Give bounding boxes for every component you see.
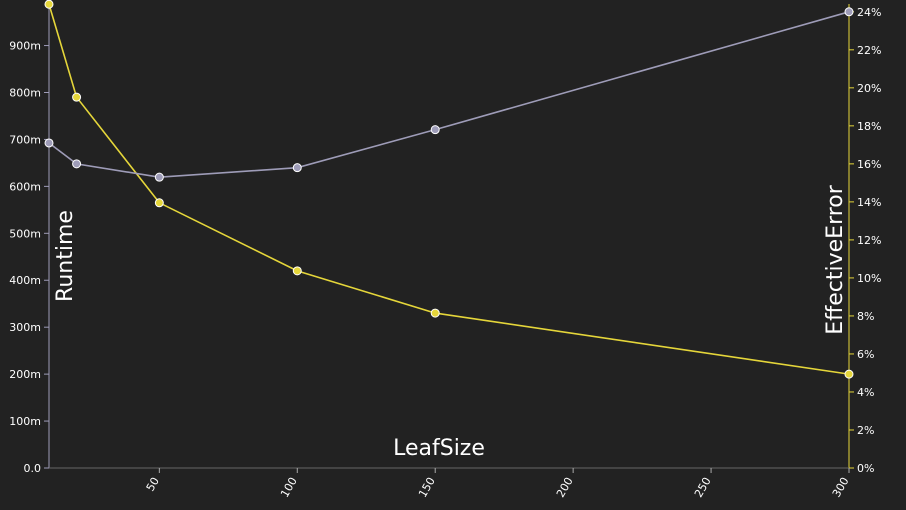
y-right-tick-label: 18%: [857, 120, 881, 133]
data-point-left: [44, 0, 54, 9]
y-right-tick-label: 16%: [857, 158, 881, 171]
x-tick-label: 300: [830, 475, 852, 500]
y-right-tick-label: 24%: [857, 6, 881, 19]
y-left-tick-label: 600m: [9, 180, 41, 193]
x-tick-label: 50: [144, 475, 162, 494]
x-tick-label: 200: [554, 475, 576, 500]
x-tick-label: 250: [692, 475, 714, 500]
x-tick-label: 100: [278, 475, 300, 500]
data-point-right: [844, 7, 854, 17]
y-right-tick-label: 22%: [857, 44, 881, 57]
data-point-right: [430, 125, 440, 135]
x-axis: 50 100 150 200 250 300: [49, 467, 852, 500]
x-tick-label: 150: [416, 475, 438, 500]
data-point-right: [44, 138, 54, 148]
y-left-tick-label: 300m: [9, 321, 41, 334]
y-right-tick-label: 2%: [857, 424, 874, 437]
y-axis-right-title: EffectiveError: [823, 184, 848, 335]
y-right-tick-label: 8%: [857, 310, 874, 323]
x-axis-title: LeafSize: [393, 436, 485, 461]
y-right-tick-label: 12%: [857, 234, 881, 247]
series-layer: [44, 0, 854, 379]
y-right-tick-label: 6%: [857, 348, 874, 361]
y-left-tick-label: 900m: [9, 40, 41, 53]
y-right-tick-label: 10%: [857, 272, 881, 285]
y-left-tick-label: 800m: [9, 86, 41, 99]
y-left-tick-label: 200m: [9, 368, 41, 381]
y-left-tick-label: 100m: [9, 415, 41, 428]
data-point-left: [154, 198, 164, 208]
data-point-left: [292, 266, 302, 276]
y-left-tick-label: 500m: [9, 227, 41, 240]
data-point-right: [292, 163, 302, 173]
y-left-tick-label: 400m: [9, 274, 41, 287]
series-line-left: [48, 4, 850, 375]
y-axis-right: 0% 2% 4% 6% 8% 10% 12% 14% 16% 18% 20% 22% 24%: [848, 4, 881, 475]
y-right-tick-label: 0%: [857, 462, 874, 475]
y-axis-left: 0.0 100m 200m 300m 400m 500m 600m 700m 800m 900m: [9, 4, 50, 475]
y-right-tick-label: 20%: [857, 82, 881, 95]
y-right-tick-label: 14%: [857, 196, 881, 209]
y-right-tick-label: 4%: [857, 386, 874, 399]
data-point-right: [72, 159, 82, 169]
y-left-tick-label: 700m: [9, 133, 41, 146]
y-axis-left-title: Runtime: [53, 210, 78, 302]
data-point-right: [154, 172, 164, 182]
y-left-tick-label: 0.0: [24, 462, 42, 475]
data-point-left: [430, 308, 440, 318]
data-point-left: [72, 92, 82, 102]
data-point-left: [844, 369, 854, 379]
series-line-right: [48, 11, 850, 178]
